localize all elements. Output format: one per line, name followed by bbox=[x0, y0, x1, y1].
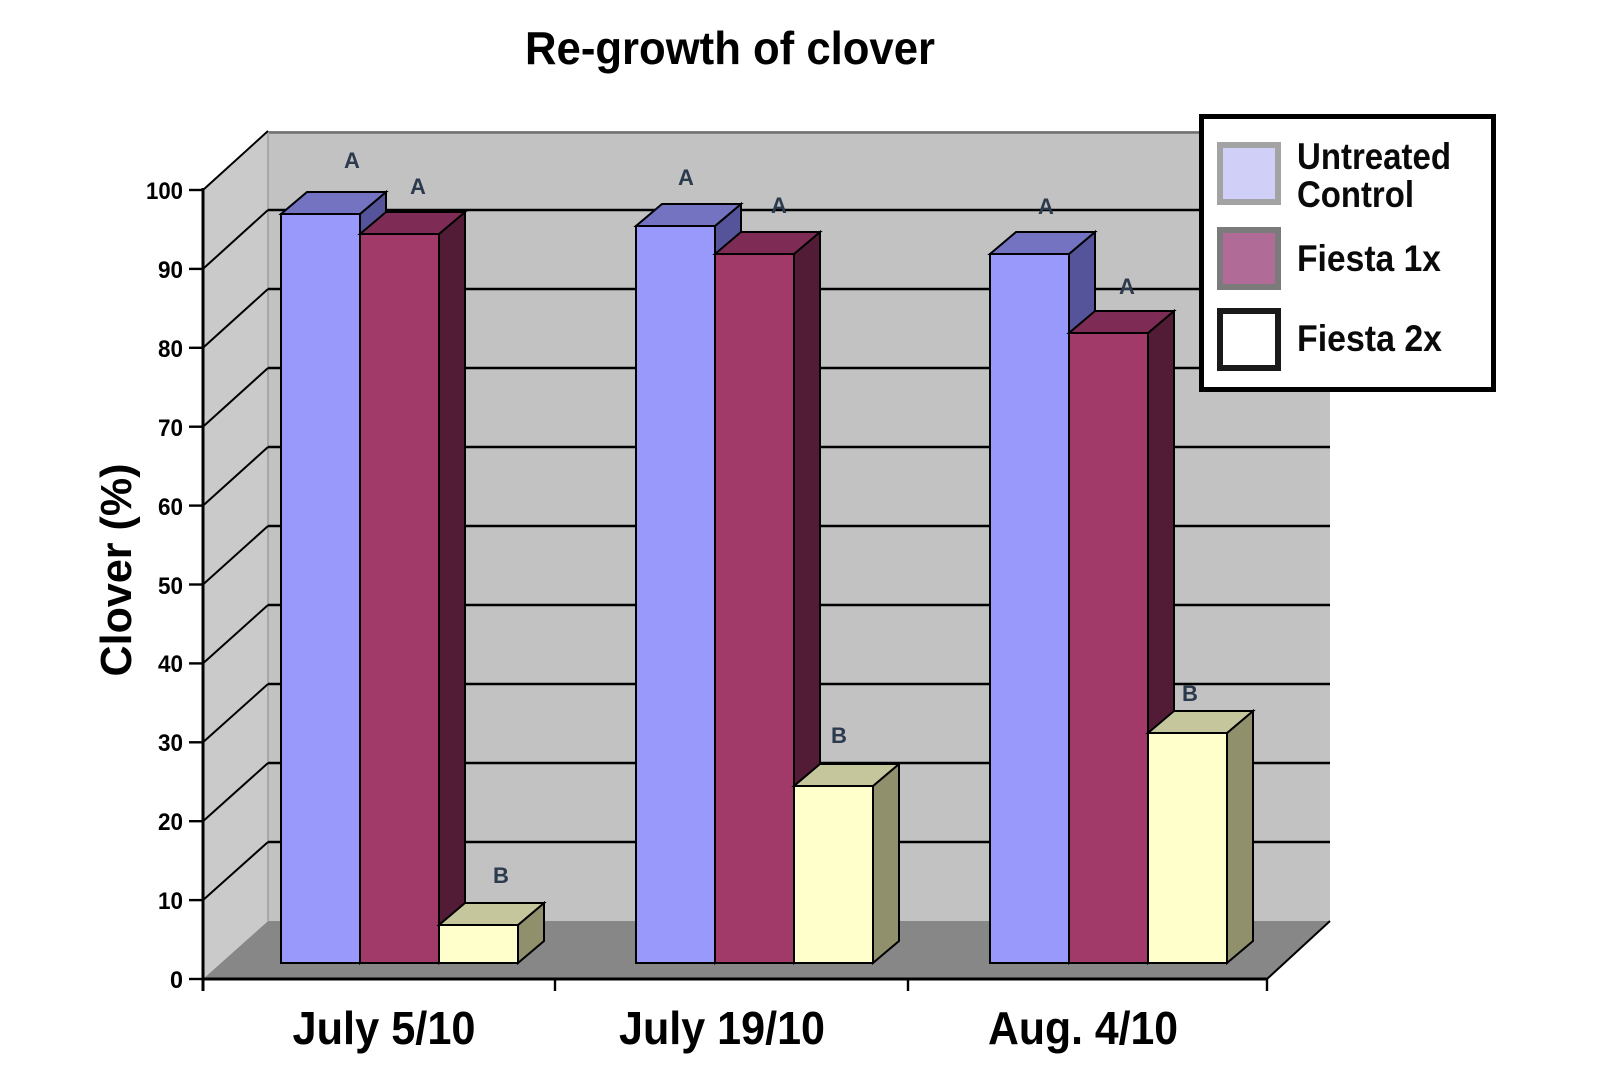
svg-text:Control: Control bbox=[1297, 174, 1414, 215]
svg-text:0: 0 bbox=[170, 967, 183, 994]
svg-text:100: 100 bbox=[146, 178, 183, 205]
svg-text:B: B bbox=[1182, 681, 1198, 706]
svg-text:20: 20 bbox=[158, 809, 183, 836]
svg-text:90: 90 bbox=[158, 257, 183, 284]
svg-text:Fiesta 1x: Fiesta 1x bbox=[1297, 238, 1441, 279]
svg-text:A: A bbox=[1119, 274, 1135, 299]
svg-text:Aug. 4/10: Aug. 4/10 bbox=[988, 1002, 1178, 1054]
svg-text:10: 10 bbox=[158, 888, 183, 915]
svg-text:Re-growth of clover: Re-growth of clover bbox=[525, 22, 935, 74]
svg-text:30: 30 bbox=[158, 730, 183, 757]
svg-text:60: 60 bbox=[158, 494, 183, 521]
svg-text:70: 70 bbox=[158, 415, 183, 442]
svg-text:50: 50 bbox=[158, 573, 183, 600]
svg-text:A: A bbox=[410, 174, 426, 199]
svg-text:A: A bbox=[1038, 194, 1054, 219]
svg-text:B: B bbox=[493, 863, 509, 888]
svg-text:Fiesta 2x: Fiesta 2x bbox=[1297, 318, 1442, 359]
svg-text:B: B bbox=[831, 723, 847, 748]
svg-text:A: A bbox=[678, 165, 694, 190]
svg-text:July 5/10: July 5/10 bbox=[293, 1002, 476, 1054]
svg-text:80: 80 bbox=[158, 336, 183, 363]
svg-text:40: 40 bbox=[158, 651, 183, 678]
svg-text:Clover (%): Clover (%) bbox=[92, 464, 141, 677]
svg-text:Untreated: Untreated bbox=[1297, 136, 1451, 177]
svg-text:A: A bbox=[771, 193, 787, 218]
svg-text:A: A bbox=[344, 148, 360, 173]
svg-text:July 19/10: July 19/10 bbox=[619, 1002, 825, 1054]
